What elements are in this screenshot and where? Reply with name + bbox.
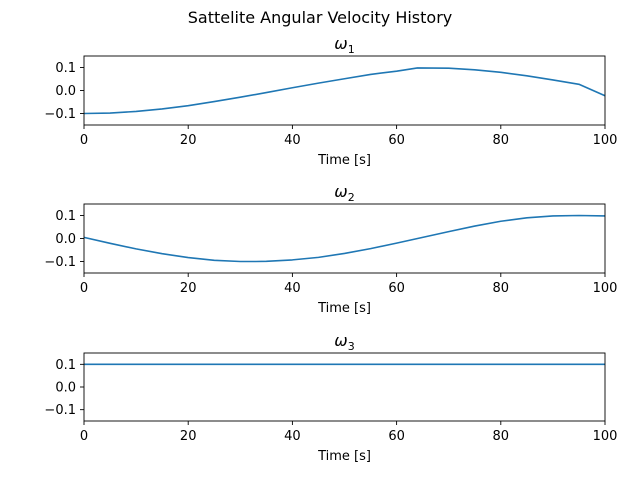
- subplot-title-omega2: ω2: [334, 182, 354, 204]
- x-tick-label-omega2: 60: [388, 281, 405, 296]
- x-tick-label-omega1: 60: [388, 133, 405, 148]
- x-tick-label-omega3: 80: [493, 429, 510, 444]
- figure-title: Sattelite Angular Velocity History: [187, 8, 453, 27]
- x-tick-label-omega1: 0: [80, 133, 88, 148]
- series-line-omega2: [83, 214, 606, 263]
- x-axis-label-omega2: Time [s]: [317, 301, 371, 316]
- x-tick-label-omega3: 0: [80, 429, 88, 444]
- y-tick-label-omega3: 0.0: [55, 381, 76, 396]
- y-tick-label-omega3: 0.1: [55, 358, 76, 373]
- x-tick-label-omega1: 80: [493, 133, 510, 148]
- x-tick-label-omega2: 80: [493, 281, 510, 296]
- subplot-title-omega1: ω1: [334, 34, 354, 56]
- y-tick-label-omega1: −0.1: [44, 107, 76, 122]
- axes-frame-omega2: [83, 203, 606, 274]
- axes-frame-omega3: [83, 352, 606, 422]
- x-axis-label-omega3: Time [s]: [317, 449, 371, 464]
- x-tick-label-omega1: 40: [284, 133, 301, 148]
- y-tick-label-omega3: −0.1: [44, 403, 76, 418]
- y-tick-label-omega1: 0.0: [55, 84, 76, 99]
- x-tick-label-omega3: 20: [180, 429, 197, 444]
- x-tick-label-omega2: 0: [80, 281, 88, 296]
- subplot-title-omega3: ω3: [334, 331, 354, 353]
- axes-frame-omega1: [83, 55, 606, 126]
- series-line-omega1: [83, 67, 606, 115]
- y-tick-label-omega2: −0.1: [44, 255, 76, 270]
- y-tick-label-omega2: 0.1: [55, 209, 76, 224]
- y-tick-label-omega2: 0.0: [55, 232, 76, 247]
- x-tick-label-omega1: 20: [180, 133, 197, 148]
- x-tick-label-omega1: 100: [593, 133, 618, 148]
- x-tick-label-omega2: 100: [593, 281, 618, 296]
- x-tick-label-omega2: 40: [284, 281, 301, 296]
- y-tick-label-omega1: 0.1: [55, 61, 76, 76]
- x-axis-label-omega1: Time [s]: [317, 153, 371, 168]
- x-tick-label-omega3: 100: [593, 429, 618, 444]
- x-tick-label-omega3: 60: [388, 429, 405, 444]
- x-tick-label-omega3: 40: [284, 429, 301, 444]
- x-tick-label-omega2: 20: [180, 281, 197, 296]
